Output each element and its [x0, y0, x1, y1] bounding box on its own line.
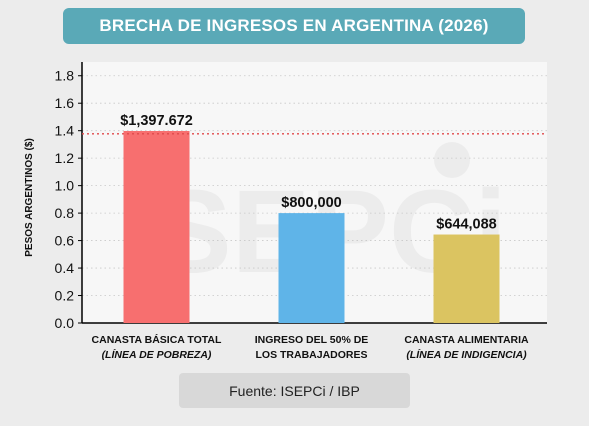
y-tick-label: 0.2	[55, 288, 75, 304]
x-category-label: CANASTA ALIMENTARIA	[404, 334, 529, 346]
y-axis-title: PESOS ARGENTINOS ($)	[24, 138, 35, 257]
bar-3	[433, 234, 500, 323]
y-tick-label: 1.6	[55, 95, 75, 111]
bar-value-label: $800,000	[281, 195, 341, 211]
watermark-dot-icon	[434, 142, 470, 178]
y-tick-label: 1.4	[55, 123, 75, 139]
x-category-sublabel: (LÍNEA DE INDIGENCIA)	[406, 348, 527, 361]
x-category-sublabel: (LÍNEA DE POBREZA)	[102, 348, 212, 361]
bar-value-label: $644,088	[436, 217, 496, 233]
y-tick-label: 0.0	[55, 315, 75, 331]
y-tick-label: 1.2	[55, 150, 75, 166]
x-category-label: CANASTA BÁSICA TOTAL	[92, 333, 222, 346]
bar-2	[278, 213, 345, 323]
source-label: Fuente: ISEPCi / IBP	[179, 373, 410, 408]
bar-value-label: $1,397.672	[120, 113, 193, 129]
bar-1	[123, 131, 190, 323]
y-tick-label: 1.8	[55, 68, 75, 84]
x-category-sublabel: LOS TRABAJADORES	[255, 349, 367, 361]
y-tick-label: 1.0	[55, 178, 75, 194]
y-tick-label: 0.8	[55, 205, 75, 221]
y-tick-label: 0.4	[55, 260, 75, 276]
chart-title: BRECHA DE INGRESOS EN ARGENTINA (2026)	[63, 8, 525, 44]
y-tick-label: 0.6	[55, 233, 75, 249]
x-category-label: INGRESO DEL 50% DE	[255, 334, 369, 346]
